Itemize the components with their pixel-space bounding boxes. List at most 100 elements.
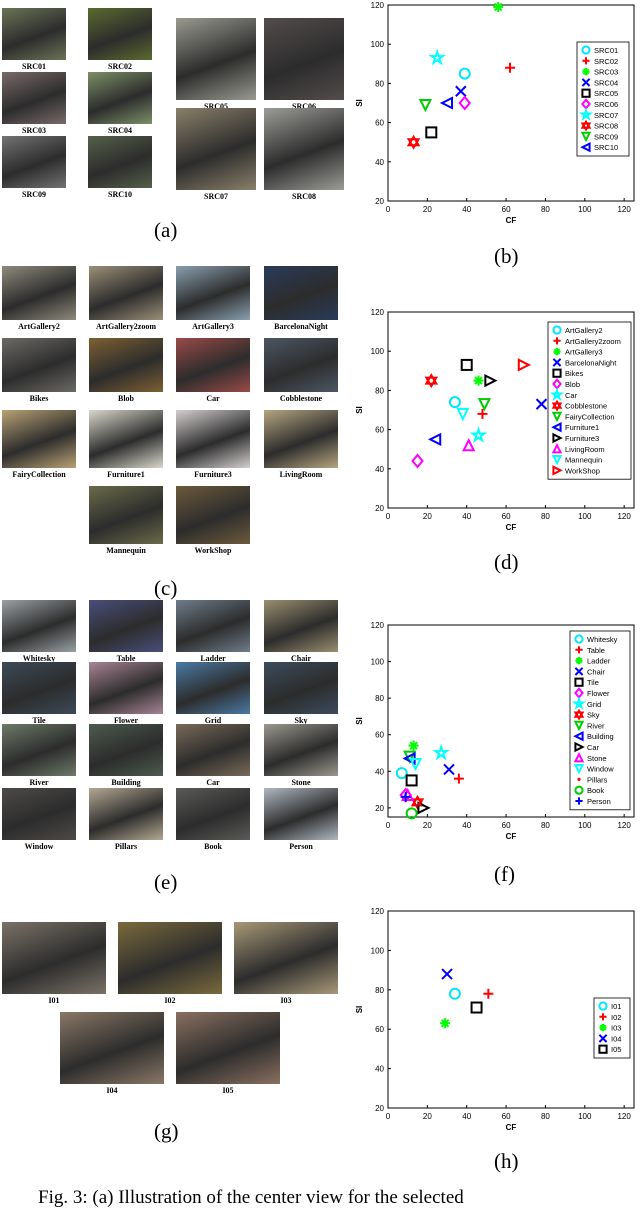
thumbnail-image xyxy=(176,338,250,392)
legend-label: ArtGallery2zoom xyxy=(565,337,621,346)
dot-marker xyxy=(577,777,581,782)
thumbnail-image xyxy=(176,600,250,652)
x-tick-label: 80 xyxy=(541,512,550,521)
panel-label-b: (b) xyxy=(494,244,519,268)
thumbnail-image xyxy=(89,724,163,776)
thumbnail-image xyxy=(176,18,256,100)
panel-label-c: (c) xyxy=(154,576,178,600)
hexagram-marker-part xyxy=(406,134,421,147)
plus-marker xyxy=(553,337,561,345)
triangle-down-marker xyxy=(477,398,492,412)
legend-label: Book xyxy=(587,786,604,795)
legend-label: I02 xyxy=(611,1013,621,1022)
x-tick-label: 120 xyxy=(617,512,631,521)
y-tick-label: 20 xyxy=(375,1104,384,1113)
y-tick-label: 120 xyxy=(371,907,385,916)
thumbnail-image xyxy=(118,922,222,994)
circle-marker xyxy=(552,325,562,335)
asterisk-marker xyxy=(599,1024,607,1032)
circle-marker xyxy=(395,767,408,780)
circle-marker xyxy=(458,67,471,80)
y-tick-label: 100 xyxy=(371,946,385,955)
legend-label: Grid xyxy=(587,700,601,709)
legend-box xyxy=(576,41,630,157)
legend-label: Cobblestone xyxy=(565,402,607,411)
triangle-up-marker xyxy=(551,442,563,454)
x-tick-label: 120 xyxy=(617,821,631,830)
x-marker xyxy=(441,968,453,980)
triangle-down-marker xyxy=(573,764,585,775)
thumbnail-image xyxy=(89,662,163,714)
square-marker xyxy=(552,368,562,378)
x-tick-label: 40 xyxy=(462,821,471,830)
thumbnail-caption: LivingRoom xyxy=(279,470,323,479)
y-axis-label: SI xyxy=(355,406,364,414)
triangle-down-marker xyxy=(551,411,563,423)
panel-label-g: (g) xyxy=(154,1119,179,1143)
x-tick-label: 100 xyxy=(578,205,592,214)
x-marker xyxy=(443,763,455,776)
circle-marker xyxy=(574,785,584,795)
diamond-marker xyxy=(581,98,591,110)
thumbnail-image xyxy=(176,486,250,544)
y-tick-label: 20 xyxy=(375,504,384,513)
panel-label-f: (f) xyxy=(494,862,515,886)
circle-marker xyxy=(448,396,461,409)
legend-label: River xyxy=(587,721,605,730)
asterisk-marker xyxy=(493,1,504,12)
thumbnail-image xyxy=(2,266,76,320)
x-tick-label: 60 xyxy=(502,1112,511,1121)
legend-label: SRC04 xyxy=(594,78,618,87)
legend-label: Pillars xyxy=(587,775,608,784)
circle-marker xyxy=(598,1001,608,1011)
hexagram-marker xyxy=(580,119,592,132)
thumbnail-caption: SRC07 xyxy=(203,192,229,201)
thumbnail-image xyxy=(264,266,338,320)
legend-label: Ladder xyxy=(587,657,611,666)
thumbnail-image xyxy=(2,410,76,468)
asterisk-marker xyxy=(575,657,583,665)
legend-label: ArtGallery2 xyxy=(565,326,603,335)
y-tick-label: 100 xyxy=(371,40,385,49)
thumbnail-caption: Chair xyxy=(291,654,311,663)
thumbnail-image xyxy=(264,410,338,468)
hexagram-marker-part xyxy=(406,138,421,150)
diamond-marker xyxy=(399,787,413,803)
thumbnail-image xyxy=(264,18,344,100)
thumbnail-caption: Book xyxy=(204,842,222,851)
thumbnail-caption: Tile xyxy=(32,716,46,725)
x-tick-label: 20 xyxy=(423,205,432,214)
plus-marker xyxy=(599,1013,607,1021)
star-marker xyxy=(549,387,565,401)
hexagram-marker xyxy=(573,708,585,721)
legend-label: SRC09 xyxy=(594,132,618,141)
thumbnail-caption: I03 xyxy=(280,996,292,1005)
hexagram-marker-part xyxy=(580,122,592,132)
x-tick-label: 80 xyxy=(541,1112,550,1121)
x-tick-label: 0 xyxy=(386,1112,391,1121)
thumbnail-image xyxy=(176,108,256,190)
x-tick-label: 80 xyxy=(541,205,550,214)
thumbnail-caption: SRC06 xyxy=(291,102,317,111)
star-marker xyxy=(432,743,450,761)
triangle-down-marker xyxy=(573,720,585,732)
thumbnail-caption: Furniture1 xyxy=(107,470,145,479)
thumbnail-caption: Pillars xyxy=(114,842,138,851)
thumbnail-caption: ArtGallery2 xyxy=(18,322,60,331)
thumbnail-caption: I01 xyxy=(48,996,60,1005)
thumbnail-image xyxy=(89,600,163,652)
x-tick-label: 60 xyxy=(502,821,511,830)
legend-label: Whitesky xyxy=(587,635,618,644)
y-tick-label: 120 xyxy=(371,1,385,10)
thumbnail-image xyxy=(176,1012,280,1084)
legend-label: I04 xyxy=(611,1034,621,1043)
asterisk-marker xyxy=(408,740,419,751)
thumbnail-image xyxy=(264,788,338,840)
triangle-left-marker xyxy=(551,421,562,433)
y-tick-label: 120 xyxy=(371,621,385,630)
circle-marker xyxy=(574,634,584,644)
legend-label: BarcelonaNight xyxy=(565,358,617,367)
thumbnail-caption: SRC04 xyxy=(107,126,133,135)
thumbnail-image xyxy=(60,1012,164,1084)
